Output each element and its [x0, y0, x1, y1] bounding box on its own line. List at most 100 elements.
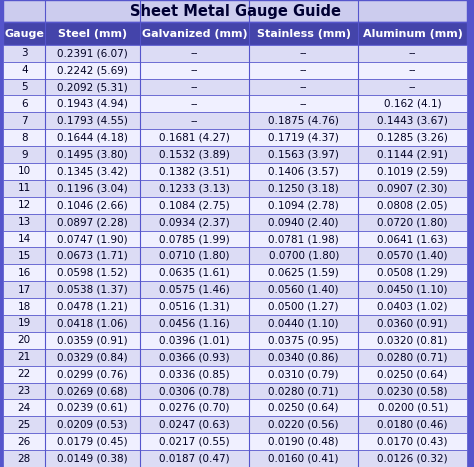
Text: 0.0418 (1.06): 0.0418 (1.06): [57, 318, 128, 328]
Text: 0.0209 (0.53): 0.0209 (0.53): [57, 420, 128, 430]
Text: 0.0310 (0.79): 0.0310 (0.79): [268, 369, 339, 379]
Text: 3: 3: [21, 48, 27, 58]
Text: 6: 6: [21, 99, 27, 109]
Text: 0.1196 (3.04): 0.1196 (3.04): [57, 184, 128, 193]
Text: --: --: [409, 48, 417, 58]
Text: 0.0710 (1.80): 0.0710 (1.80): [159, 251, 230, 261]
Text: 0.0269 (0.68): 0.0269 (0.68): [57, 386, 128, 396]
Text: 0.0306 (0.78): 0.0306 (0.78): [159, 386, 230, 396]
Text: 22: 22: [18, 369, 31, 379]
Text: 17: 17: [18, 285, 31, 295]
Text: 0.1875 (4.76): 0.1875 (4.76): [268, 116, 339, 126]
Text: --: --: [300, 82, 308, 92]
Text: 0.0220 (0.56): 0.0220 (0.56): [268, 420, 339, 430]
Text: 21: 21: [18, 352, 31, 362]
Text: 0.2391 (6.07): 0.2391 (6.07): [57, 48, 128, 58]
Bar: [3, 264, 467, 281]
Text: 0.0575 (1.46): 0.0575 (1.46): [159, 285, 230, 295]
Text: 0.0239 (0.61): 0.0239 (0.61): [57, 403, 128, 413]
Text: 0.0508 (1.29): 0.0508 (1.29): [377, 268, 448, 278]
Text: 0.0897 (2.28): 0.0897 (2.28): [57, 217, 128, 227]
Text: 23: 23: [18, 386, 31, 396]
Text: 4: 4: [21, 65, 27, 75]
Text: 0.1084 (2.75): 0.1084 (2.75): [159, 200, 230, 210]
Text: 0.1094 (2.78): 0.1094 (2.78): [268, 200, 339, 210]
Bar: [3, 366, 467, 382]
Bar: [3, 399, 467, 417]
Text: Stainless (mm): Stainless (mm): [257, 28, 351, 39]
Text: --: --: [300, 48, 308, 58]
Text: 0.0808 (2.05): 0.0808 (2.05): [377, 200, 448, 210]
Text: 10: 10: [18, 166, 31, 177]
Text: 0.1793 (4.55): 0.1793 (4.55): [57, 116, 128, 126]
Bar: [3, 113, 467, 129]
Text: 0.0570 (1.40): 0.0570 (1.40): [377, 251, 448, 261]
Text: 0.0359 (0.91): 0.0359 (0.91): [57, 335, 128, 346]
Text: 0.1233 (3.13): 0.1233 (3.13): [159, 184, 230, 193]
Text: 0.0276 (0.70): 0.0276 (0.70): [159, 403, 230, 413]
Bar: [3, 95, 467, 113]
Text: 5: 5: [21, 82, 27, 92]
Text: 0.1443 (3.67): 0.1443 (3.67): [377, 116, 448, 126]
Text: --: --: [191, 82, 199, 92]
Text: 0.0375 (0.95): 0.0375 (0.95): [268, 335, 339, 346]
Bar: [3, 0, 467, 22]
Text: 9: 9: [21, 149, 27, 160]
Text: 19: 19: [18, 318, 31, 328]
Text: 0.0456 (1.16): 0.0456 (1.16): [159, 318, 230, 328]
Text: 0.0560 (1.40): 0.0560 (1.40): [268, 285, 339, 295]
Text: Gauge: Gauge: [4, 28, 44, 39]
Text: --: --: [191, 116, 199, 126]
Text: 0.0200 (0.51): 0.0200 (0.51): [377, 403, 448, 413]
Bar: [3, 298, 467, 315]
Bar: [3, 450, 467, 467]
Text: 0.1719 (4.37): 0.1719 (4.37): [268, 133, 339, 143]
Text: Aluminum (mm): Aluminum (mm): [363, 28, 463, 39]
Bar: [3, 281, 467, 298]
Text: --: --: [300, 99, 308, 109]
Text: 0.0187 (0.47): 0.0187 (0.47): [159, 453, 230, 464]
Text: 8: 8: [21, 133, 27, 143]
Text: 0.0180 (0.46): 0.0180 (0.46): [377, 420, 448, 430]
Text: 0.0403 (1.02): 0.0403 (1.02): [377, 302, 448, 311]
Text: 0.0320 (0.81): 0.0320 (0.81): [377, 335, 448, 346]
Bar: [3, 163, 467, 180]
Text: 0.1943 (4.94): 0.1943 (4.94): [57, 99, 128, 109]
Text: 0.1345 (3.42): 0.1345 (3.42): [57, 166, 128, 177]
Bar: [3, 248, 467, 264]
Text: 0.1532 (3.89): 0.1532 (3.89): [159, 149, 230, 160]
Text: 0.1681 (4.27): 0.1681 (4.27): [159, 133, 230, 143]
Text: 0.0299 (0.76): 0.0299 (0.76): [57, 369, 128, 379]
Text: --: --: [191, 65, 199, 75]
Text: 0.162 (4.1): 0.162 (4.1): [384, 99, 442, 109]
Text: 0.0940 (2.40): 0.0940 (2.40): [268, 217, 339, 227]
Text: 15: 15: [18, 251, 31, 261]
Bar: [3, 332, 467, 349]
Bar: [3, 22, 467, 45]
Text: 0.0450 (1.10): 0.0450 (1.10): [377, 285, 448, 295]
Text: 26: 26: [18, 437, 31, 446]
Text: 0.1019 (2.59): 0.1019 (2.59): [377, 166, 448, 177]
Text: 0.0516 (1.31): 0.0516 (1.31): [159, 302, 230, 311]
Text: 28: 28: [18, 453, 31, 464]
Text: 11: 11: [18, 184, 31, 193]
Text: 0.1644 (4.18): 0.1644 (4.18): [57, 133, 128, 143]
Text: 0.0280 (0.71): 0.0280 (0.71): [377, 352, 448, 362]
Bar: [3, 62, 467, 78]
Text: 14: 14: [18, 234, 31, 244]
Text: 12: 12: [18, 200, 31, 210]
Text: 0.0247 (0.63): 0.0247 (0.63): [159, 420, 230, 430]
Bar: [3, 417, 467, 433]
Text: 0.0440 (1.10): 0.0440 (1.10): [268, 318, 339, 328]
Text: 0.0250 (0.64): 0.0250 (0.64): [268, 403, 339, 413]
Text: Galvanized (mm): Galvanized (mm): [142, 28, 247, 39]
Text: 0.0170 (0.43): 0.0170 (0.43): [377, 437, 448, 446]
Text: 13: 13: [18, 217, 31, 227]
Text: 0.1144 (2.91): 0.1144 (2.91): [377, 149, 448, 160]
Text: --: --: [300, 65, 308, 75]
Bar: [3, 433, 467, 450]
Text: --: --: [191, 48, 199, 58]
Bar: [3, 214, 467, 231]
Text: 0.0149 (0.38): 0.0149 (0.38): [57, 453, 128, 464]
Text: 0.0230 (0.58): 0.0230 (0.58): [377, 386, 448, 396]
